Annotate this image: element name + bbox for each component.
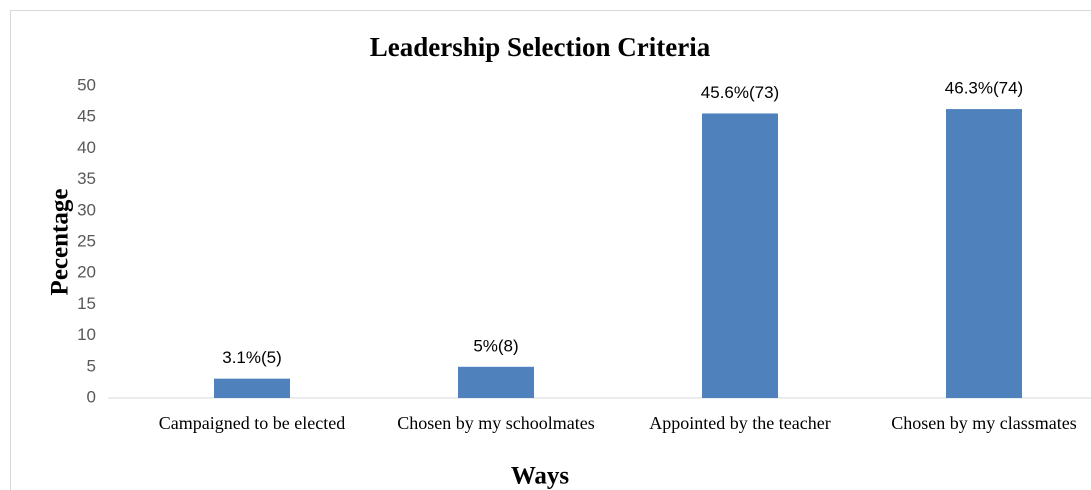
x-tick-label: Chosen by my classmates (891, 413, 1077, 433)
data-label: 5%(8) (473, 336, 518, 355)
y-tick-label: 5 (87, 356, 96, 375)
x-axis-title: Ways (511, 463, 570, 490)
y-tick-label: 45 (77, 107, 96, 126)
data-label: 45.6%(73) (701, 83, 779, 102)
x-tick-label: Campaigned to be elected (158, 413, 346, 433)
y-tick-label: 20 (77, 263, 96, 282)
chart-border (10, 10, 1091, 490)
data-label: 46.3%(74) (945, 79, 1023, 98)
bar (458, 366, 534, 398)
y-tick-label: 0 (87, 387, 96, 406)
y-tick-label: 50 (77, 75, 96, 94)
y-tick-label: 40 (77, 138, 96, 157)
y-tick-label: 25 (77, 231, 96, 250)
y-tick-label: 35 (77, 169, 96, 188)
y-axis-title: Pecentage (47, 189, 74, 296)
bar (702, 113, 778, 399)
y-tick-label: 30 (77, 200, 96, 219)
bar (946, 109, 1022, 398)
x-tick-label: Appointed by the teacher (649, 413, 831, 433)
chart-title: Leadership Selection Criteria (370, 32, 711, 62)
data-label: 3.1%(5) (222, 348, 282, 367)
y-tick-label: 10 (77, 325, 96, 344)
y-tick-label: 15 (77, 294, 96, 313)
bar (214, 378, 290, 398)
x-tick-label: Chosen by my schoolmates (397, 413, 595, 433)
